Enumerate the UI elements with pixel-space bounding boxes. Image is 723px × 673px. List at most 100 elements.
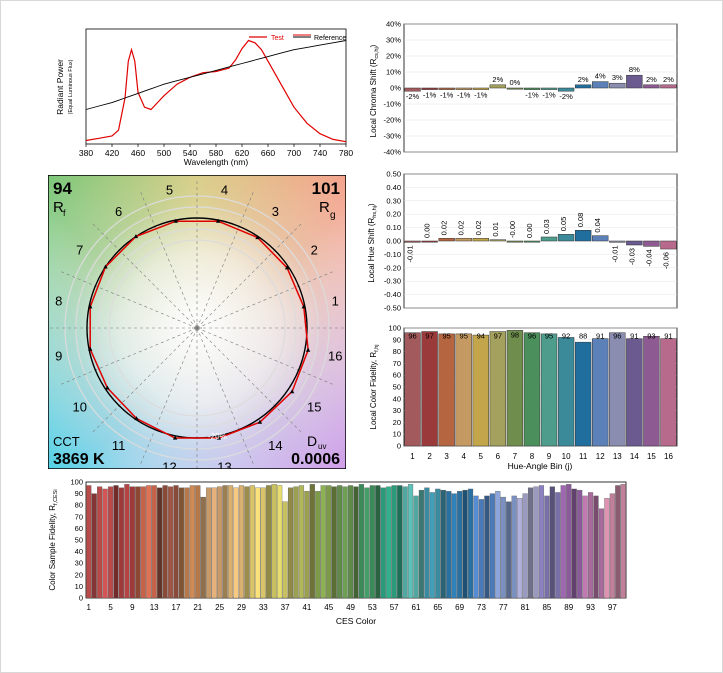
hue-bar xyxy=(455,238,472,242)
cvg-spoke xyxy=(196,327,336,386)
legend-reference-label: Reference xyxy=(314,35,346,42)
ces-bar xyxy=(489,493,495,599)
fidelity-data-label: 95 xyxy=(442,332,450,341)
fidelity-data-label: 96 xyxy=(408,332,416,341)
ces-x-tick-label: 33 xyxy=(259,603,268,612)
ces-bar xyxy=(615,485,621,599)
fidelity-x-tick-label: 1 xyxy=(410,452,415,461)
rg-label: R xyxy=(319,199,330,216)
cvg-bin-label: 10 xyxy=(73,399,87,414)
ces-x-tick-label: 65 xyxy=(433,603,442,612)
ces-bar xyxy=(424,487,430,599)
fidelity-data-label: 92 xyxy=(562,332,570,341)
hue-y-tick-label: 0.00 xyxy=(386,237,401,246)
spectrum-y-axis-label: Radiant Power xyxy=(55,59,65,115)
ces-bar xyxy=(429,492,435,599)
hue-data-label: 0.02 xyxy=(457,221,466,236)
cvg-bin-label: 4 xyxy=(221,183,228,198)
ces-bar xyxy=(151,485,157,599)
cvg-spoke xyxy=(196,189,255,329)
ces-bar xyxy=(604,498,610,599)
chroma-data-label: 2% xyxy=(646,75,657,84)
ces-bar xyxy=(511,495,517,599)
hue-data-label: 0.04 xyxy=(593,218,602,233)
chroma-data-label: -1% xyxy=(440,91,454,100)
ces-bar xyxy=(309,484,315,599)
ces-bar xyxy=(527,487,534,599)
fidelity-x-tick-label: 7 xyxy=(513,452,518,461)
ces-bar xyxy=(102,488,108,599)
ces-x-tick-label: 37 xyxy=(281,603,290,612)
chroma-data-label: 2% xyxy=(663,75,674,84)
cvg-bin-label: 8 xyxy=(55,293,62,308)
hue-y-tick-label: 0.50 xyxy=(386,170,401,179)
ces-bar xyxy=(380,487,386,599)
ces-x-tick-label: 5 xyxy=(108,603,113,612)
chroma-bar xyxy=(592,81,609,89)
cvg-spoke xyxy=(58,327,198,386)
ces-y-tick-label: 90 xyxy=(75,489,83,498)
spectrum-x-tick-label: 540 xyxy=(183,148,197,158)
cvg-spoke xyxy=(139,327,198,467)
spectrum-x-tick-label: 740 xyxy=(313,148,327,158)
chroma-bar xyxy=(472,87,489,90)
chroma-data-label: -1% xyxy=(423,91,437,100)
ces-bar xyxy=(146,485,152,599)
ces-bar xyxy=(249,485,255,599)
ces-x-tick-label: 13 xyxy=(150,603,159,612)
ces-x-tick-label: 1 xyxy=(87,603,92,612)
ces-x-tick-label: 61 xyxy=(412,603,421,612)
ces-bar xyxy=(549,486,555,599)
cct-label: CCT xyxy=(53,434,80,449)
ces-y-axis-label: Color Sample Fidelity, Rf,CESi xyxy=(48,489,59,590)
ces-bar xyxy=(418,489,425,599)
chroma-data-label: 8% xyxy=(629,65,640,74)
hue-bar xyxy=(404,240,421,243)
chroma-bar xyxy=(557,87,575,92)
hue-y-tick-label: -0.10 xyxy=(384,250,401,259)
cvg-bin-label: 11 xyxy=(112,438,126,453)
ces-bar xyxy=(189,485,195,599)
ces-bars: 1 5 9 13 17 21 25 29 33 37 41 45 49 53 57 61 65 69 73 77 81 8… xyxy=(86,484,626,612)
ces-bar xyxy=(331,486,337,599)
spectrum-x-tick-label: 660 xyxy=(261,148,275,158)
chroma-bar xyxy=(643,84,660,89)
chroma-data-label: 4% xyxy=(595,72,606,81)
chroma-bar xyxy=(404,87,421,92)
hue-data-label: 0.05 xyxy=(559,217,568,232)
ces-bar xyxy=(233,487,239,599)
spectrum-x-tick-label: 460 xyxy=(131,148,145,158)
cvg-vector-arrow xyxy=(257,419,263,424)
fidelity-x-tick-label: 5 xyxy=(479,452,484,461)
ces-bar xyxy=(135,486,141,599)
hue-y-tick-label: 0.10 xyxy=(386,223,401,232)
ces-bar xyxy=(173,485,179,599)
chroma-data-label: -1% xyxy=(474,91,488,100)
spectrum-x-tick-label: 500 xyxy=(157,148,171,158)
spectrum-x-tick-label: 420 xyxy=(105,148,119,158)
fidelity-bar xyxy=(472,334,489,447)
fidelity-y-tick-label: 50 xyxy=(393,383,401,392)
fidelity-y-tick-label: 30 xyxy=(393,406,401,415)
hue-bar xyxy=(643,240,660,247)
fidelity-x-tick-label: 6 xyxy=(496,452,501,461)
ces-bar xyxy=(598,508,605,599)
fidelity-data-label: 95 xyxy=(545,332,553,341)
hue-bar xyxy=(592,235,609,242)
fidelity-bar xyxy=(574,341,592,447)
ces-x-tick-label: 97 xyxy=(608,603,617,612)
cvg-bin-label: 6 xyxy=(115,204,122,219)
fidelity-data-label: 91 xyxy=(664,332,672,341)
spectrum-x-tick-label: 380 xyxy=(79,148,93,158)
hue-bar xyxy=(660,240,677,250)
ces-bar xyxy=(157,487,163,599)
hue-data-label: -0.04 xyxy=(644,249,653,266)
ces-y-tick-label: 80 xyxy=(75,501,83,510)
ces-bar xyxy=(484,495,490,599)
fidelity-data-label: 93 xyxy=(647,332,655,341)
chroma-data-label: 2% xyxy=(578,75,589,84)
ces-bar xyxy=(555,492,561,599)
hue-data-label: -0.06 xyxy=(661,252,670,269)
